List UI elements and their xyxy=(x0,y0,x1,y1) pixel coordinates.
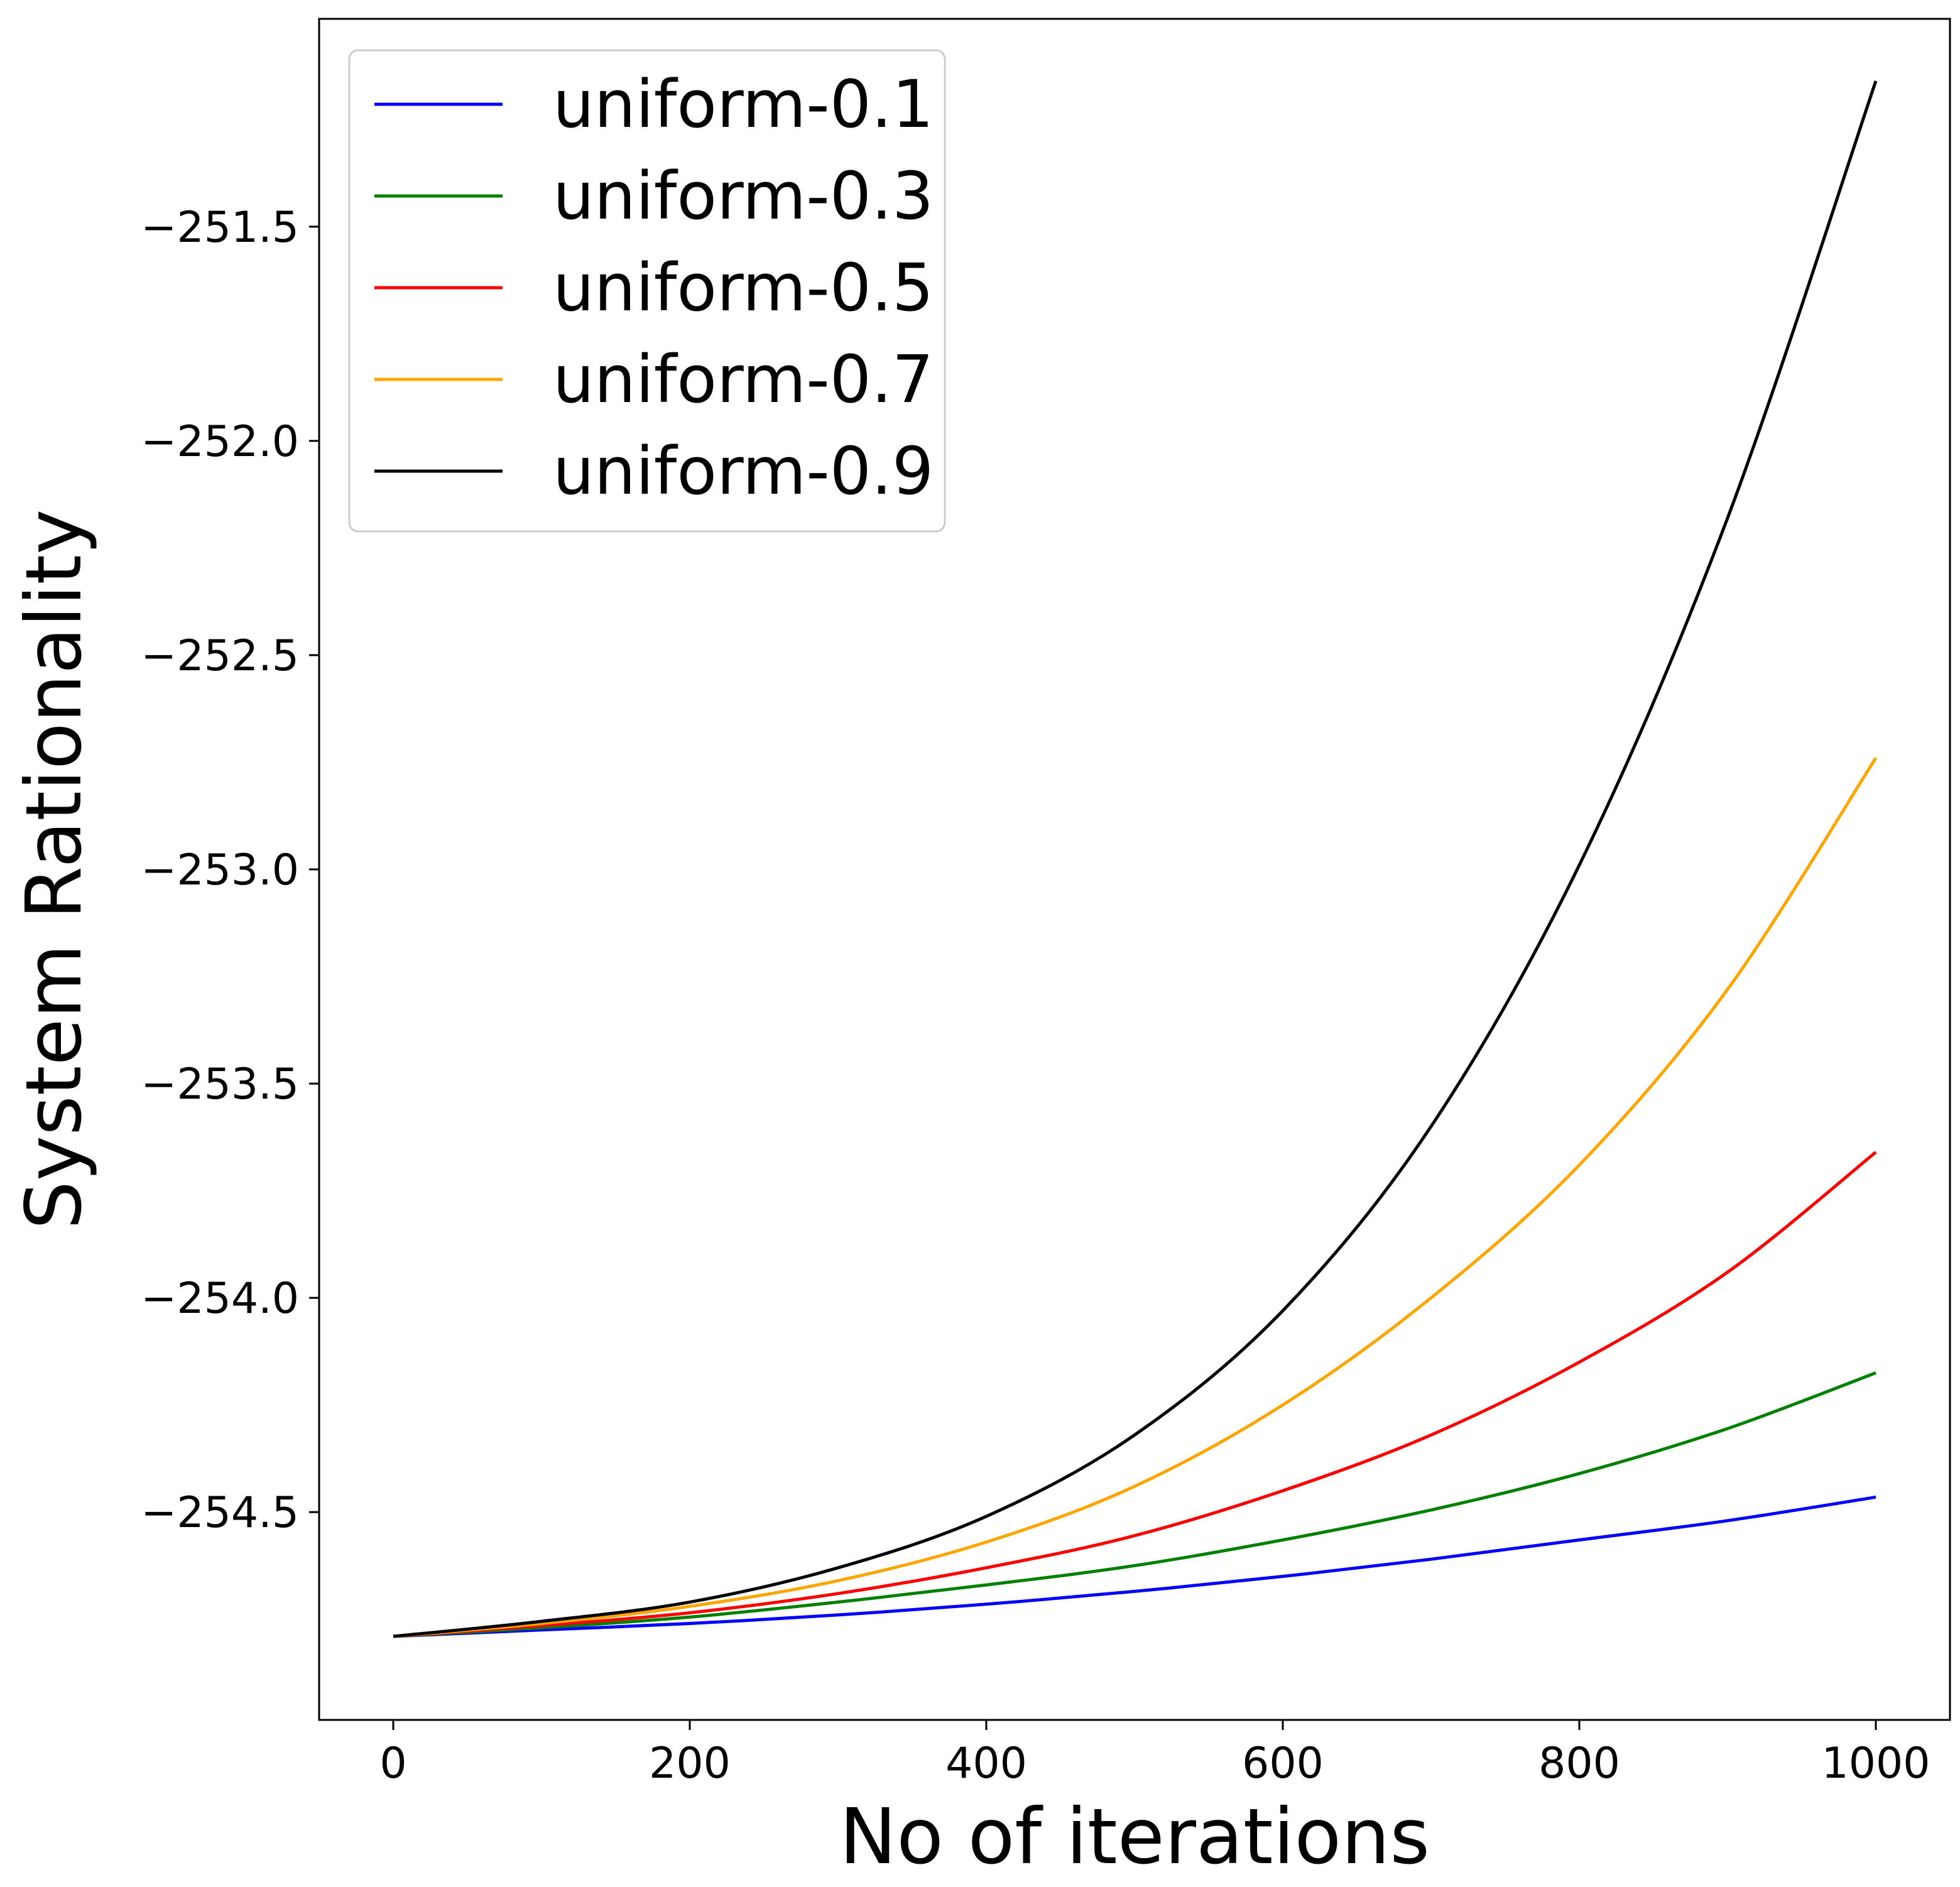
x-tick-label: 1000 xyxy=(1821,1739,1930,1788)
x-axis-title: No of iterations xyxy=(839,1792,1430,1881)
legend-label-uniform-0.3: uniform-0.3 xyxy=(553,158,934,234)
x-axis: 0 200 400 600 800 1000 xyxy=(379,1720,1930,1788)
series-line-uniform-0.7 xyxy=(393,757,1878,1638)
legend-box xyxy=(348,49,946,533)
series-line-uniform-0.3 xyxy=(393,1371,1876,1638)
y-axis-title: System Rationality xyxy=(9,509,99,1230)
x-tick-label: 400 xyxy=(945,1739,1027,1788)
y-tick-label: −251.5 xyxy=(141,203,299,253)
x-tick-label: 800 xyxy=(1538,1739,1620,1788)
x-tick-label: 600 xyxy=(1242,1739,1324,1788)
series-line-uniform-0.5 xyxy=(393,1151,1877,1638)
x-tick-label: 200 xyxy=(649,1739,731,1788)
y-tick-label: −254.5 xyxy=(141,1488,299,1538)
series-line-uniform-0.1 xyxy=(393,1495,1876,1638)
legend-label-uniform-0.9: uniform-0.9 xyxy=(553,433,934,509)
x-tick-label: 0 xyxy=(379,1739,406,1788)
y-axis: −254.5 −254.0 −253.5 −253.0 −252.5 −252.0 −251… xyxy=(141,203,319,1538)
legend-label-uniform-0.7: uniform-0.7 xyxy=(553,341,934,418)
series-line-uniform-0.9 xyxy=(393,80,1878,1638)
legend-label-uniform-0.5: uniform-0.5 xyxy=(553,249,934,326)
y-tick-label: −254.0 xyxy=(141,1274,299,1324)
y-tick-label: −253.5 xyxy=(141,1060,299,1109)
series-layer xyxy=(393,80,1878,1638)
y-tick-label: −253.0 xyxy=(141,846,299,895)
legend: uniform-0.1 uniform-0.3 uniform-0.5 uniform… xyxy=(348,49,946,533)
y-tick-label: −252.5 xyxy=(141,631,299,681)
legend-label-uniform-0.1: uniform-0.1 xyxy=(553,66,934,143)
y-tick-label: −252.0 xyxy=(141,417,299,467)
